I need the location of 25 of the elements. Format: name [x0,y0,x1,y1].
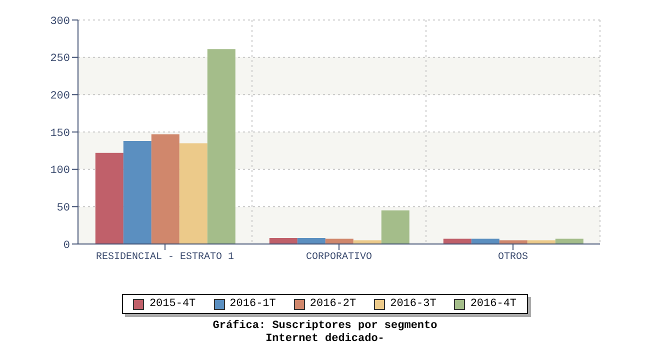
y-tick-label: 150 [50,128,70,140]
legend-label: 2015-4T [149,298,196,310]
y-tick-label: 250 [50,53,70,66]
legend-label: 2016-1T [230,298,276,310]
y-tick-label: 50 [56,202,70,215]
text: Internet dedicado- [264,333,386,346]
y-tick-label: 0 [63,240,70,252]
legend-label: 2016-4T [470,298,517,310]
legend-label: 2016-2T [310,298,356,310]
text: Gráfica: Suscriptores por segmento [212,320,438,333]
bar [381,210,410,244]
bar [297,238,326,244]
x-tick-label: RESIDENCIAL - ESTRATO 1 [96,252,234,264]
bar [123,140,152,244]
y-tick-label: 300 [50,16,70,28]
bar [95,152,124,244]
x-tick-label: CORPORATIVO [306,252,372,264]
y-tick-label: 100 [50,165,70,178]
legend-label: 2016-3T [390,298,436,310]
bar [179,143,208,244]
y-tick-label: 200 [50,90,70,103]
bar [207,49,236,244]
bar [151,134,180,244]
x-tick-label: OTROS [498,252,528,264]
bar [269,238,298,244]
